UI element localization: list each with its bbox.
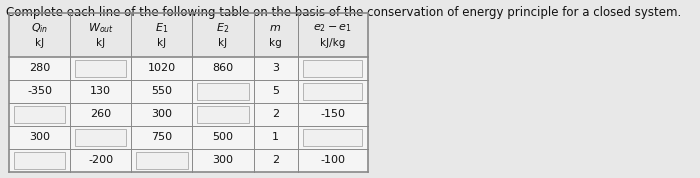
Text: $W_{out}$: $W_{out}$ (88, 21, 113, 35)
Bar (14, 106, 65, 123)
Text: $E_2$: $E_2$ (216, 21, 230, 35)
Text: kJ: kJ (96, 38, 105, 48)
Text: $Q_{in}$: $Q_{in}$ (31, 21, 48, 35)
Text: 2: 2 (272, 109, 279, 119)
Text: 3: 3 (272, 63, 279, 73)
Bar (253, 80, 298, 103)
Bar (253, 103, 298, 126)
Text: $m$: $m$ (270, 23, 281, 33)
Bar (197, 83, 248, 100)
Text: -200: -200 (88, 156, 113, 166)
Text: 300: 300 (29, 132, 50, 142)
Text: 1: 1 (272, 132, 279, 142)
Bar (253, 57, 298, 80)
Text: -100: -100 (320, 156, 345, 166)
Bar (253, 149, 298, 172)
Text: kg: kg (269, 38, 282, 48)
Text: 2: 2 (272, 156, 279, 166)
Text: Complete each line of the following table on the basis of the conservation of en: Complete each line of the following tabl… (6, 6, 682, 19)
Text: -150: -150 (320, 109, 345, 119)
Bar (253, 126, 298, 149)
Text: -350: -350 (27, 86, 52, 96)
Bar (136, 152, 188, 169)
Bar (75, 129, 127, 146)
Bar (75, 59, 127, 77)
Bar (14, 152, 65, 169)
Text: 500: 500 (213, 132, 234, 142)
Text: 860: 860 (212, 63, 234, 73)
Text: 260: 260 (90, 109, 111, 119)
Text: 300: 300 (213, 156, 234, 166)
Text: 750: 750 (151, 132, 172, 142)
Text: kJ: kJ (218, 38, 228, 48)
Text: 130: 130 (90, 86, 111, 96)
Text: 280: 280 (29, 63, 50, 73)
Text: $E_1$: $E_1$ (155, 21, 169, 35)
Text: 1020: 1020 (148, 63, 176, 73)
Text: kJ: kJ (35, 38, 44, 48)
Text: 5: 5 (272, 86, 279, 96)
Text: $e_2 - e_1$: $e_2 - e_1$ (313, 22, 352, 34)
Text: kJ: kJ (158, 38, 167, 48)
Bar (197, 106, 248, 123)
Text: 550: 550 (151, 86, 172, 96)
Text: 300: 300 (151, 109, 172, 119)
Text: kJ/kg: kJ/kg (320, 38, 345, 48)
